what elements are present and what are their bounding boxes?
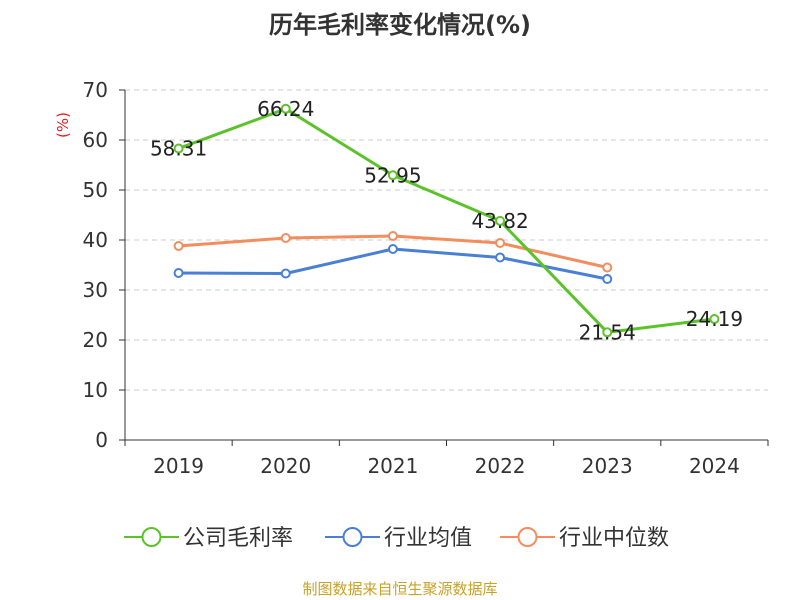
x-tick-label: 2022 bbox=[475, 454, 526, 478]
data-point[interactable] bbox=[602, 327, 613, 338]
data-label: 52.95 bbox=[364, 163, 421, 187]
data-label: 58.31 bbox=[150, 136, 207, 160]
y-tick-label: 40 bbox=[83, 228, 108, 252]
legend-marker bbox=[517, 527, 538, 547]
y-tick-label: 0 bbox=[95, 428, 108, 452]
y-tick-label: 20 bbox=[83, 328, 108, 352]
series-lines bbox=[173, 103, 720, 338]
data-point[interactable] bbox=[387, 170, 398, 181]
data-point[interactable] bbox=[280, 233, 291, 243]
data-point[interactable] bbox=[173, 143, 184, 154]
legend-item[interactable]: 公司毛利率 bbox=[124, 526, 293, 551]
data-label: 24.19 bbox=[686, 307, 743, 331]
axes: 0 10 20 30 40 50 60 70 2019 2020 2021 2022 2023 2024 bbox=[83, 78, 769, 478]
series-line bbox=[178, 107, 715, 334]
data-labels: 58.31 66.24 52.95 43.82 21.54 24.19 bbox=[150, 97, 743, 344]
y-tick-label: 30 bbox=[83, 278, 108, 302]
legend-label: 公司毛利率 bbox=[183, 526, 293, 551]
legend-marker bbox=[342, 527, 363, 547]
legend-label: 行业均值 bbox=[384, 526, 472, 551]
data-point[interactable] bbox=[602, 274, 613, 284]
data-point[interactable] bbox=[495, 238, 506, 248]
y-tick-label: 70 bbox=[83, 78, 108, 102]
data-point[interactable] bbox=[495, 215, 506, 226]
x-tick-label: 2024 bbox=[689, 454, 740, 478]
x-tick-label: 2023 bbox=[582, 454, 633, 478]
y-tick-label: 60 bbox=[83, 128, 108, 152]
data-point[interactable] bbox=[387, 231, 398, 241]
data-label: 43.82 bbox=[471, 209, 528, 233]
x-tick-label: 2021 bbox=[367, 454, 418, 478]
y-tick-label: 10 bbox=[83, 378, 108, 402]
grid-lines bbox=[125, 89, 768, 391]
x-tick-label: 2019 bbox=[153, 454, 204, 478]
data-label: 66.24 bbox=[257, 97, 314, 121]
data-point[interactable] bbox=[173, 268, 184, 278]
x-tick-label: 2020 bbox=[260, 454, 311, 478]
data-point[interactable] bbox=[602, 262, 613, 273]
data-point[interactable] bbox=[387, 244, 398, 254]
data-point[interactable] bbox=[173, 241, 184, 251]
chart-title: 历年毛利率变化情况(%) bbox=[269, 11, 531, 39]
data-point[interactable] bbox=[495, 252, 506, 263]
y-axis-label: (%) bbox=[54, 112, 72, 138]
data-label: 21.54 bbox=[579, 320, 636, 344]
legend-label: 行业中位数 bbox=[559, 526, 669, 551]
legend[interactable]: 公司毛利率 行业均值 行业中位数 bbox=[124, 526, 669, 551]
legend-marker bbox=[141, 527, 162, 547]
data-point[interactable] bbox=[709, 314, 720, 325]
y-tick-label: 50 bbox=[83, 178, 108, 202]
source-note: 制图数据来自恒生聚源数据库 bbox=[302, 580, 497, 598]
data-point[interactable] bbox=[280, 268, 291, 279]
data-point[interactable] bbox=[280, 103, 291, 114]
legend-item[interactable]: 行业中位数 bbox=[500, 526, 669, 551]
legend-item[interactable]: 行业均值 bbox=[325, 526, 472, 551]
